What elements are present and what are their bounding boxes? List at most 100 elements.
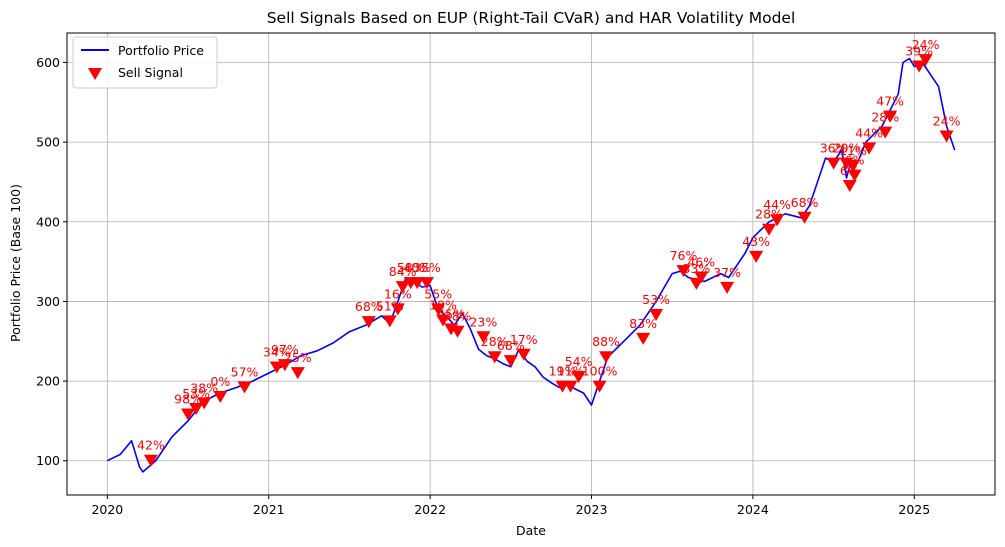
y-tick-label: 100	[36, 453, 60, 468]
sell-signal-marker	[762, 223, 777, 236]
sell-signal-label: 39%	[905, 43, 933, 58]
sell-signal-label: 24%	[933, 114, 961, 129]
sell-signal-label: 68%	[791, 195, 819, 210]
sell-signal-label: 58%	[397, 260, 425, 275]
sell-signal-marker	[847, 169, 862, 182]
sell-signal-marker	[382, 315, 397, 328]
y-tick-label: 300	[36, 294, 60, 309]
sell-signal-marker	[476, 331, 491, 344]
sell-signal-marker	[694, 271, 709, 284]
sell-signal-marker	[676, 265, 691, 278]
sell-signal-label: 97%	[271, 342, 299, 357]
sell-signal-label: 98%	[174, 392, 202, 407]
chart-title: Sell Signals Based on EUP (Right-Tail CV…	[267, 9, 796, 27]
sell-signal-marker	[826, 157, 841, 170]
sell-signal-marker	[516, 348, 531, 361]
sell-signal-label: 44%	[763, 197, 791, 212]
sell-signal-marker	[918, 54, 933, 67]
sell-signal-label: 88%	[592, 334, 620, 349]
legend: Portfolio Price Sell Signal	[72, 36, 218, 89]
sell-signals	[143, 54, 954, 467]
sell-signal-label: 100%	[582, 364, 618, 379]
sell-signal-label: 83%	[629, 316, 657, 331]
sell-signal-marker	[450, 325, 465, 338]
sell-signal-marker	[503, 355, 518, 368]
sell-signal-label: 47%	[876, 94, 904, 109]
sell-signal-label: 28%	[871, 110, 899, 125]
sell-signal-marker	[189, 402, 204, 415]
sell-signal-marker	[410, 277, 425, 290]
x-axis-ticks: 2020 2021 2022 2023 2024 2025	[91, 495, 930, 517]
y-tick-label: 400	[36, 214, 60, 229]
sell-signal-label: 37%	[713, 265, 741, 280]
sell-signal-label: 46%	[687, 255, 715, 270]
sell-signal-label: 28%	[755, 207, 783, 222]
sell-signal-label: 68%	[497, 338, 525, 353]
x-tick-label: 2023	[576, 502, 608, 517]
plot-area	[106, 57, 956, 473]
sell-signal-label: 43%	[742, 234, 770, 249]
grid	[67, 33, 995, 495]
sell-signal-marker	[143, 454, 158, 467]
sell-signal-marker	[592, 380, 607, 393]
sell-signal-label: 33%	[683, 261, 711, 276]
legend-label-portfolio: Portfolio Price	[118, 43, 204, 58]
sell-signal-marker	[797, 211, 812, 224]
sell-signal-label: 51%	[376, 298, 404, 313]
sell-signal-label: 44%	[855, 126, 883, 141]
sell-signal-marker	[237, 381, 252, 394]
legend-label-signal: Sell Signal	[118, 65, 183, 80]
axes-frame	[66, 32, 996, 496]
sell-signal-label: 35%	[413, 260, 441, 275]
sell-signal-marker	[770, 214, 785, 227]
sell-signal-marker	[862, 142, 877, 155]
x-tick-label: 2021	[253, 502, 285, 517]
sell-signal-marker	[395, 281, 410, 294]
x-tick-label: 2022	[414, 502, 446, 517]
sell-signal-marker	[487, 351, 502, 364]
sell-signal-label: 34%	[263, 345, 291, 360]
sell-signal-label: 28%	[481, 334, 509, 349]
sell-signal-label: 40%	[403, 260, 431, 275]
sell-signal-marker	[845, 160, 860, 173]
sell-signal-label: 76%	[670, 248, 698, 263]
sell-signal-label: 45%	[437, 306, 465, 321]
sell-signal-label: 19%	[429, 298, 457, 313]
sell-signal-label: 36%	[820, 141, 848, 156]
sell-signal-label: 42%	[137, 438, 165, 453]
sell-signal-label: 38%	[190, 380, 218, 395]
sell-signal-label: 55%	[424, 286, 452, 301]
x-tick-label: 2020	[91, 502, 123, 517]
sell-signal-label: 84%	[389, 264, 417, 279]
sell-signal-label: 6%	[845, 153, 865, 168]
sell-signal-label: 0%	[210, 374, 230, 389]
sell-signal-label: 54%	[565, 354, 593, 369]
sell-signal-marker	[636, 332, 651, 345]
x-tick-label: 2025	[898, 502, 930, 517]
sell-signal-label: 23%	[469, 314, 497, 329]
y-axis-label: Portfolio Price (Base 100)	[8, 184, 23, 342]
sell-signal-label: 25%	[284, 350, 312, 365]
sell-signal-marker	[197, 397, 212, 410]
sell-signal-marker	[878, 126, 893, 139]
signal-labels: 42%98%53%38%0%57%34%97%25%68%51%16%84%58…	[137, 37, 961, 453]
sell-signal-marker	[842, 179, 857, 192]
legend-marker-swatch	[88, 68, 102, 80]
sell-signal-label: 57%	[231, 364, 259, 379]
sell-signal-label: 24%	[912, 37, 940, 52]
x-tick-label: 2024	[737, 502, 769, 517]
sell-signal-marker	[599, 351, 614, 364]
sell-signal-marker	[563, 380, 578, 393]
sell-signal-marker	[912, 60, 927, 73]
sell-signal-label: 11%	[839, 143, 867, 158]
sell-signal-marker	[571, 371, 586, 384]
x-axis-label: Date	[516, 523, 546, 538]
sell-signal-label: 53%	[642, 292, 670, 307]
sell-signal-marker	[181, 408, 196, 421]
y-tick-label: 200	[36, 374, 60, 389]
sell-signal-marker	[431, 303, 446, 316]
sell-signal-marker	[883, 110, 898, 123]
sell-signal-marker	[269, 361, 284, 374]
sell-signal-marker	[720, 281, 735, 294]
